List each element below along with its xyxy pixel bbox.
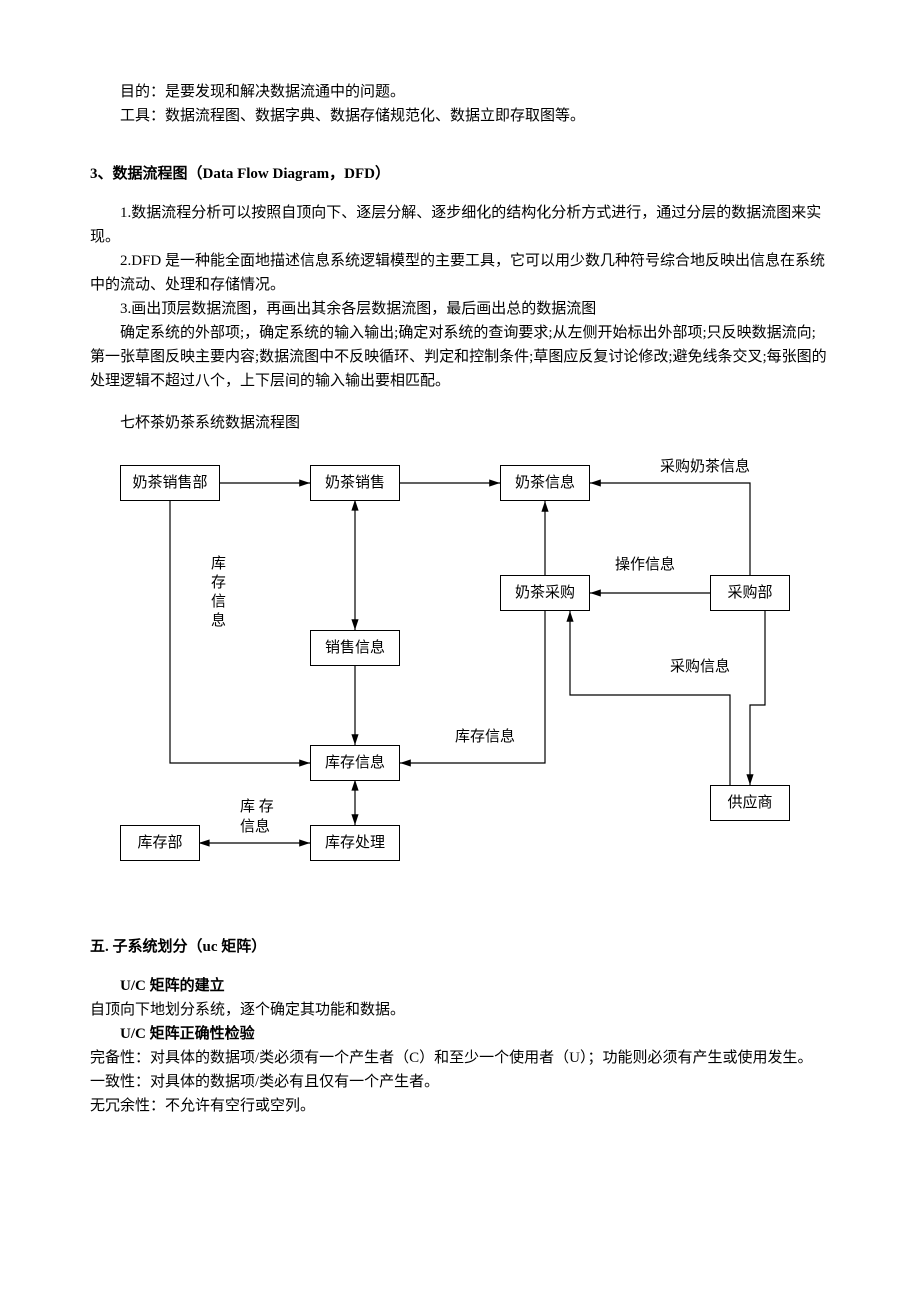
- edge-label-stock_v: 库存信息: [205, 555, 229, 631]
- node-tea_info: 奶茶信息: [500, 465, 590, 501]
- node-purchase: 奶茶采购: [500, 575, 590, 611]
- node-stock_proc: 库存处理: [310, 825, 400, 861]
- section5-sub1: U/C 矩阵的建立: [90, 974, 830, 998]
- section5-p4: 无冗余性：不允许有空行或空列。: [90, 1094, 830, 1118]
- section3-p1: 1.数据流程分析可以按照自顶向下、逐层分解、逐步细化的结构化分析方式进行，通过分…: [90, 201, 830, 249]
- edge-label-stock_info_lbl: 库存信息: [455, 725, 515, 749]
- section5-sub2: U/C 矩阵正确性检验: [90, 1022, 830, 1046]
- section5-p2: 完备性：对具体的数据项/类必须有一个产生者（C）和至少一个使用者（U）；功能则必…: [90, 1046, 830, 1070]
- intro-purpose: 目的：是要发现和解决数据流通中的问题。: [90, 80, 830, 104]
- edge-label-purchase_info: 采购信息: [670, 655, 730, 679]
- section5-p3: 一致性：对具体的数据项/类必有且仅有一个产生者。: [90, 1070, 830, 1094]
- edge-11: [170, 501, 310, 763]
- edge-label-stock_v2b: 信息: [240, 815, 270, 839]
- section3-p2: 2.DFD 是一种能全面地描述信息系统逻辑模型的主要工具，它可以用少数几种符号综…: [90, 249, 830, 297]
- diagram-edges: [110, 445, 850, 895]
- edge-label-op_info: 操作信息: [615, 553, 675, 577]
- edge-10: [570, 611, 730, 785]
- section3-p3: 3.画出顶层数据流图，再画出其余各层数据流图，最后画出总的数据流图: [90, 297, 830, 321]
- edge-label-purchase_tea_info: 采购奶茶信息: [660, 455, 750, 479]
- node-purchase_dept: 采购部: [710, 575, 790, 611]
- node-sales_dept: 奶茶销售部: [120, 465, 220, 501]
- node-sales_info: 销售信息: [310, 630, 400, 666]
- intro-tools: 工具：数据流程图、数据字典、数据存储规范化、数据立即存取图等。: [90, 104, 830, 128]
- dfd-diagram: 奶茶销售部奶茶销售奶茶信息销售信息奶茶采购采购部库存信息供应商库存部库存处理采购…: [110, 445, 850, 895]
- section5-p1: 自顶向下地划分系统，逐个确定其功能和数据。: [90, 998, 830, 1022]
- section3-heading: 3、数据流程图（Data Flow Diagram，DFD）: [90, 162, 830, 186]
- edge-9: [750, 611, 765, 785]
- section5-heading: 五. 子系统划分（uc 矩阵）: [90, 935, 830, 959]
- node-stock_dept: 库存部: [120, 825, 200, 861]
- node-sales: 奶茶销售: [310, 465, 400, 501]
- diagram-title: 七杯茶奶茶系统数据流程图: [90, 411, 830, 435]
- node-stock_info: 库存信息: [310, 745, 400, 781]
- node-supplier: 供应商: [710, 785, 790, 821]
- section3-p4: 确定系统的外部项;，确定系统的输入输出;确定对系统的查询要求;从左侧开始标出外部…: [90, 321, 830, 393]
